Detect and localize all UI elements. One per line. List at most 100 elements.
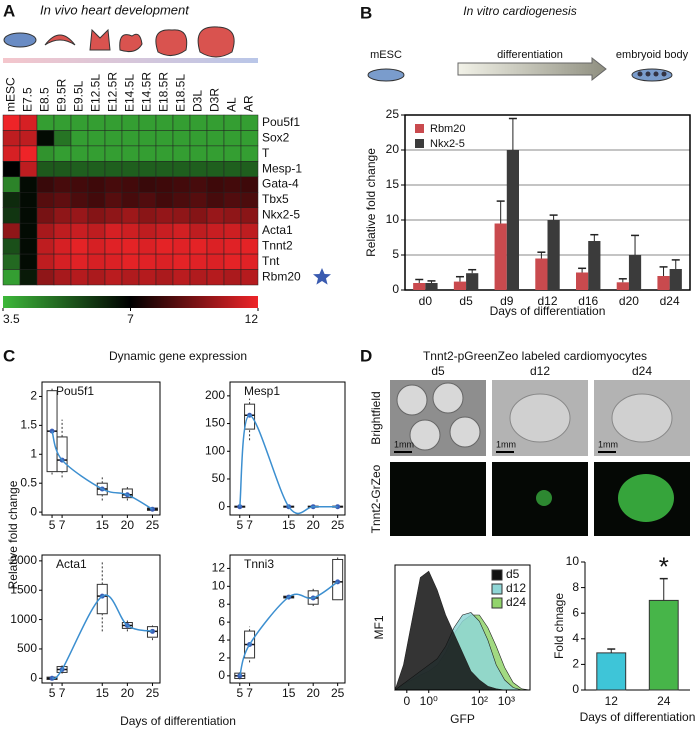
colorbar-label: 12 xyxy=(245,312,259,326)
x-tick-label: 25 xyxy=(146,686,160,700)
colorbar xyxy=(3,296,258,308)
bar xyxy=(547,220,560,290)
fluorescence-photo xyxy=(390,462,486,536)
heat-cell xyxy=(104,114,123,131)
heat-cell xyxy=(155,207,174,224)
heat-cell xyxy=(189,253,208,270)
significance-mark: * xyxy=(659,552,669,582)
heat-cell xyxy=(172,192,191,208)
plot-frame xyxy=(229,554,346,684)
heat-cell xyxy=(53,192,72,208)
bar xyxy=(576,272,589,290)
bar xyxy=(616,282,629,290)
heat-cell xyxy=(189,207,208,224)
x-tick-label: 25 xyxy=(331,686,345,700)
embryoid-body xyxy=(611,393,673,443)
x-tick-label: d5 xyxy=(459,294,473,308)
y-tick-label: 15 xyxy=(386,177,400,191)
y-tick-label: 2 xyxy=(218,650,225,664)
plot-frame xyxy=(41,554,161,684)
row-label: Tbx5 xyxy=(262,192,289,206)
heat-cell xyxy=(172,222,191,239)
scale-label: 1mm xyxy=(394,439,414,449)
heat-cell xyxy=(155,192,174,208)
heat-cell xyxy=(104,222,123,239)
heat-cell xyxy=(138,192,157,208)
heat-cell xyxy=(53,161,72,178)
x-tick-label: d24 xyxy=(660,294,680,308)
heat-cell xyxy=(121,130,140,147)
column-label: d5 xyxy=(431,364,445,378)
x-tick-label: 5 xyxy=(236,686,243,700)
heat-cell xyxy=(19,130,38,147)
x-tick-label: 15 xyxy=(96,686,110,700)
heat-cell xyxy=(87,207,106,224)
bar xyxy=(648,599,679,691)
heat-cell xyxy=(138,207,157,224)
heat-cell xyxy=(104,253,123,270)
heat-cell xyxy=(189,192,208,208)
heat-cell xyxy=(104,192,123,208)
dish xyxy=(631,68,673,82)
heat-cell xyxy=(70,114,89,131)
x-tick-label: 20 xyxy=(121,686,135,700)
heat-cell xyxy=(87,253,106,270)
heat-cell xyxy=(189,114,208,131)
row-label: Tnt xyxy=(262,254,280,268)
box xyxy=(56,436,68,473)
heat-cell xyxy=(138,253,157,270)
heat-cell xyxy=(138,269,157,286)
heat-cell xyxy=(53,238,72,255)
heat-cell xyxy=(104,145,123,162)
heat-cell xyxy=(206,145,225,162)
x-tick-label: 10² xyxy=(471,694,488,708)
x-tick-label: 15 xyxy=(282,686,296,700)
heat-cell xyxy=(138,161,157,178)
heat-cell xyxy=(104,269,123,286)
x-tick-label: 10⁰ xyxy=(420,694,438,708)
heat-cell xyxy=(121,145,140,162)
x-tick-label: d9 xyxy=(500,294,514,308)
heat-cell xyxy=(172,130,191,147)
heat-cell xyxy=(240,222,259,239)
column-label: AL xyxy=(225,97,239,112)
y-axis-label: Fold chnage xyxy=(552,593,566,659)
heat-cell xyxy=(53,253,72,270)
stage-icons xyxy=(3,26,258,63)
heat-cell xyxy=(70,222,89,239)
heat-cell xyxy=(36,222,55,239)
bar xyxy=(535,258,548,290)
heat-cell xyxy=(223,238,242,255)
heat-cell xyxy=(223,161,242,178)
heat-cell xyxy=(2,192,21,208)
row-label: Pou5f1 xyxy=(262,115,300,129)
heat-cell xyxy=(155,130,174,147)
y-tick-label: 1000 xyxy=(10,612,37,626)
scale-label: 1mm xyxy=(598,439,618,449)
column-label: E9.5R xyxy=(55,78,69,112)
embryoid xyxy=(637,71,643,77)
heat-cell xyxy=(2,207,21,224)
heat-cell xyxy=(104,161,123,178)
scale-label: 1mm xyxy=(496,439,516,449)
heat-cell xyxy=(240,269,259,286)
arrow xyxy=(457,56,607,82)
y-tick-label: 0 xyxy=(218,499,225,513)
heat-cell xyxy=(70,192,89,208)
row-label: Gata-4 xyxy=(262,177,299,191)
heat-cell xyxy=(206,114,225,131)
column-label: D3L xyxy=(191,90,205,112)
heat-cell xyxy=(53,207,72,224)
y-tick-label: 150 xyxy=(205,416,225,430)
bar xyxy=(466,273,479,290)
x-tick-label: 15 xyxy=(96,518,110,532)
row-label: Tnnt2-GrZeo xyxy=(369,464,383,533)
row-label: Sox2 xyxy=(262,130,290,144)
trend-curve xyxy=(51,430,153,510)
heat-cell xyxy=(172,238,191,255)
column-label: d24 xyxy=(632,364,652,378)
row-label: Mesp-1 xyxy=(262,161,302,175)
legend-swatch xyxy=(415,139,424,148)
box xyxy=(96,583,108,615)
heat-cell xyxy=(19,269,38,286)
